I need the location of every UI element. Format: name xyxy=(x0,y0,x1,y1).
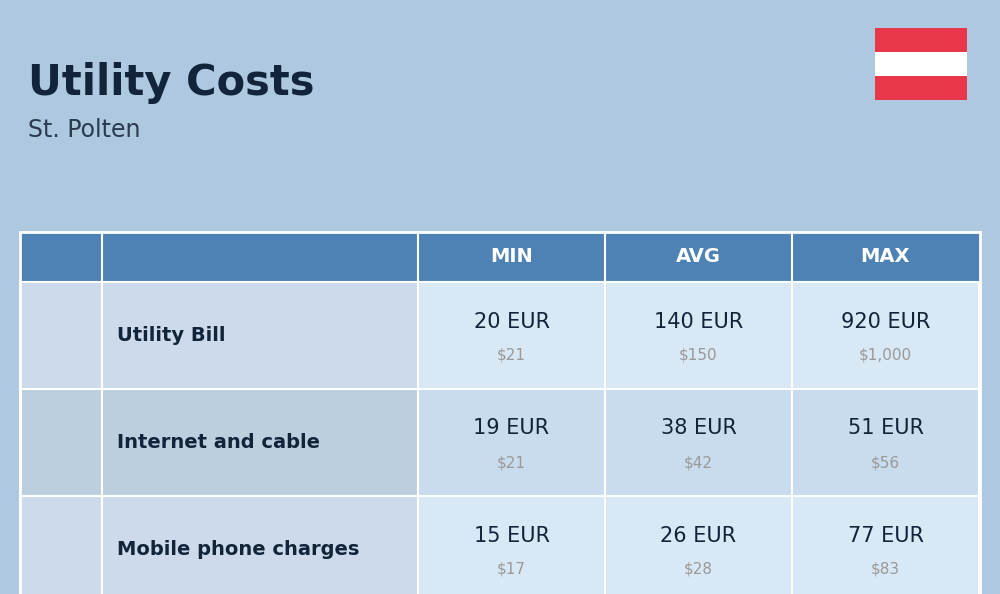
Text: $42: $42 xyxy=(684,455,713,470)
Text: $17: $17 xyxy=(497,562,526,577)
Bar xyxy=(605,496,792,594)
Bar xyxy=(605,282,792,389)
Text: $83: $83 xyxy=(871,562,900,577)
Bar xyxy=(792,389,979,496)
Text: St. Polten: St. Polten xyxy=(28,118,140,142)
Text: 77 EUR: 77 EUR xyxy=(848,526,924,545)
Text: 920 EUR: 920 EUR xyxy=(841,311,930,331)
Bar xyxy=(102,282,418,389)
Bar xyxy=(102,496,418,594)
Bar xyxy=(605,389,792,496)
Text: AVG: AVG xyxy=(676,248,721,267)
Text: 26 EUR: 26 EUR xyxy=(660,526,737,545)
Text: 38 EUR: 38 EUR xyxy=(661,419,736,438)
Text: $150: $150 xyxy=(679,348,718,363)
Text: 51 EUR: 51 EUR xyxy=(848,419,924,438)
Bar xyxy=(20,496,102,594)
Text: Mobile phone charges: Mobile phone charges xyxy=(117,540,359,559)
Bar xyxy=(418,282,605,389)
Bar xyxy=(102,389,418,496)
Bar xyxy=(418,389,605,496)
Bar xyxy=(875,52,967,76)
Bar xyxy=(875,28,967,52)
Bar xyxy=(792,282,979,389)
Text: $21: $21 xyxy=(497,455,526,470)
Text: MIN: MIN xyxy=(490,248,533,267)
Bar xyxy=(20,232,980,282)
Bar xyxy=(20,389,102,496)
Text: 19 EUR: 19 EUR xyxy=(473,419,550,438)
Bar xyxy=(20,232,980,594)
Text: 20 EUR: 20 EUR xyxy=(474,311,550,331)
Text: $56: $56 xyxy=(871,455,900,470)
Text: 140 EUR: 140 EUR xyxy=(654,311,743,331)
Bar xyxy=(875,76,967,100)
Text: 15 EUR: 15 EUR xyxy=(474,526,550,545)
Text: $28: $28 xyxy=(684,562,713,577)
Text: $21: $21 xyxy=(497,348,526,363)
Bar xyxy=(418,496,605,594)
Text: Internet and cable: Internet and cable xyxy=(117,433,320,452)
Text: Utility Bill: Utility Bill xyxy=(117,326,226,345)
Text: MAX: MAX xyxy=(861,248,910,267)
Text: Utility Costs: Utility Costs xyxy=(28,62,314,104)
Text: $1,000: $1,000 xyxy=(859,348,912,363)
Bar xyxy=(20,282,102,389)
Bar xyxy=(792,496,979,594)
